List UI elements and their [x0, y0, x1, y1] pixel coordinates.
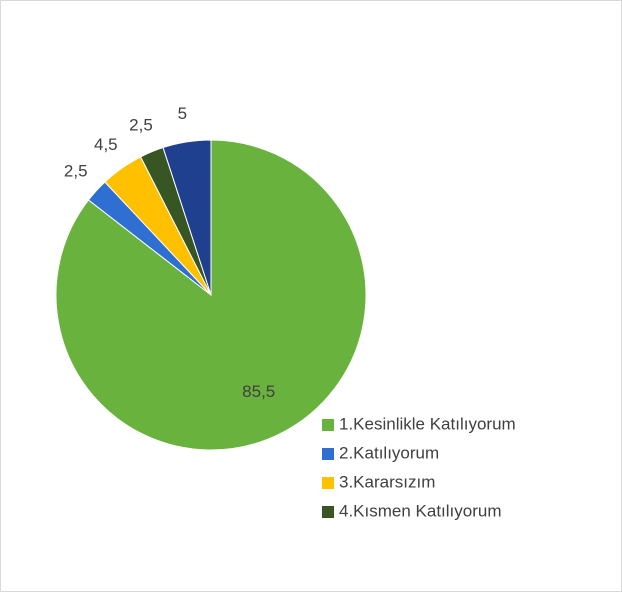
pie-slice: [55, 139, 367, 451]
data-label: 5: [178, 104, 187, 123]
legend-label: 1.Kesinlikle Katılıyorum: [339, 414, 516, 433]
data-label: 2,5: [129, 116, 153, 135]
data-label: 85,5: [242, 382, 275, 401]
legend-swatch: [322, 448, 334, 460]
pie-slice: [162, 139, 212, 296]
data-label: 4,5: [94, 135, 118, 154]
legend-swatch: [322, 419, 334, 431]
legend-label: 3.Kararsızım: [339, 472, 435, 491]
legend-label: 4.Kısmen Katılıyorum: [339, 501, 502, 520]
legend-label: 2.Katılıyorum: [339, 443, 439, 462]
data-label: 2,5: [64, 161, 88, 180]
legend-swatch: [322, 477, 334, 489]
legend-swatch: [322, 506, 334, 518]
